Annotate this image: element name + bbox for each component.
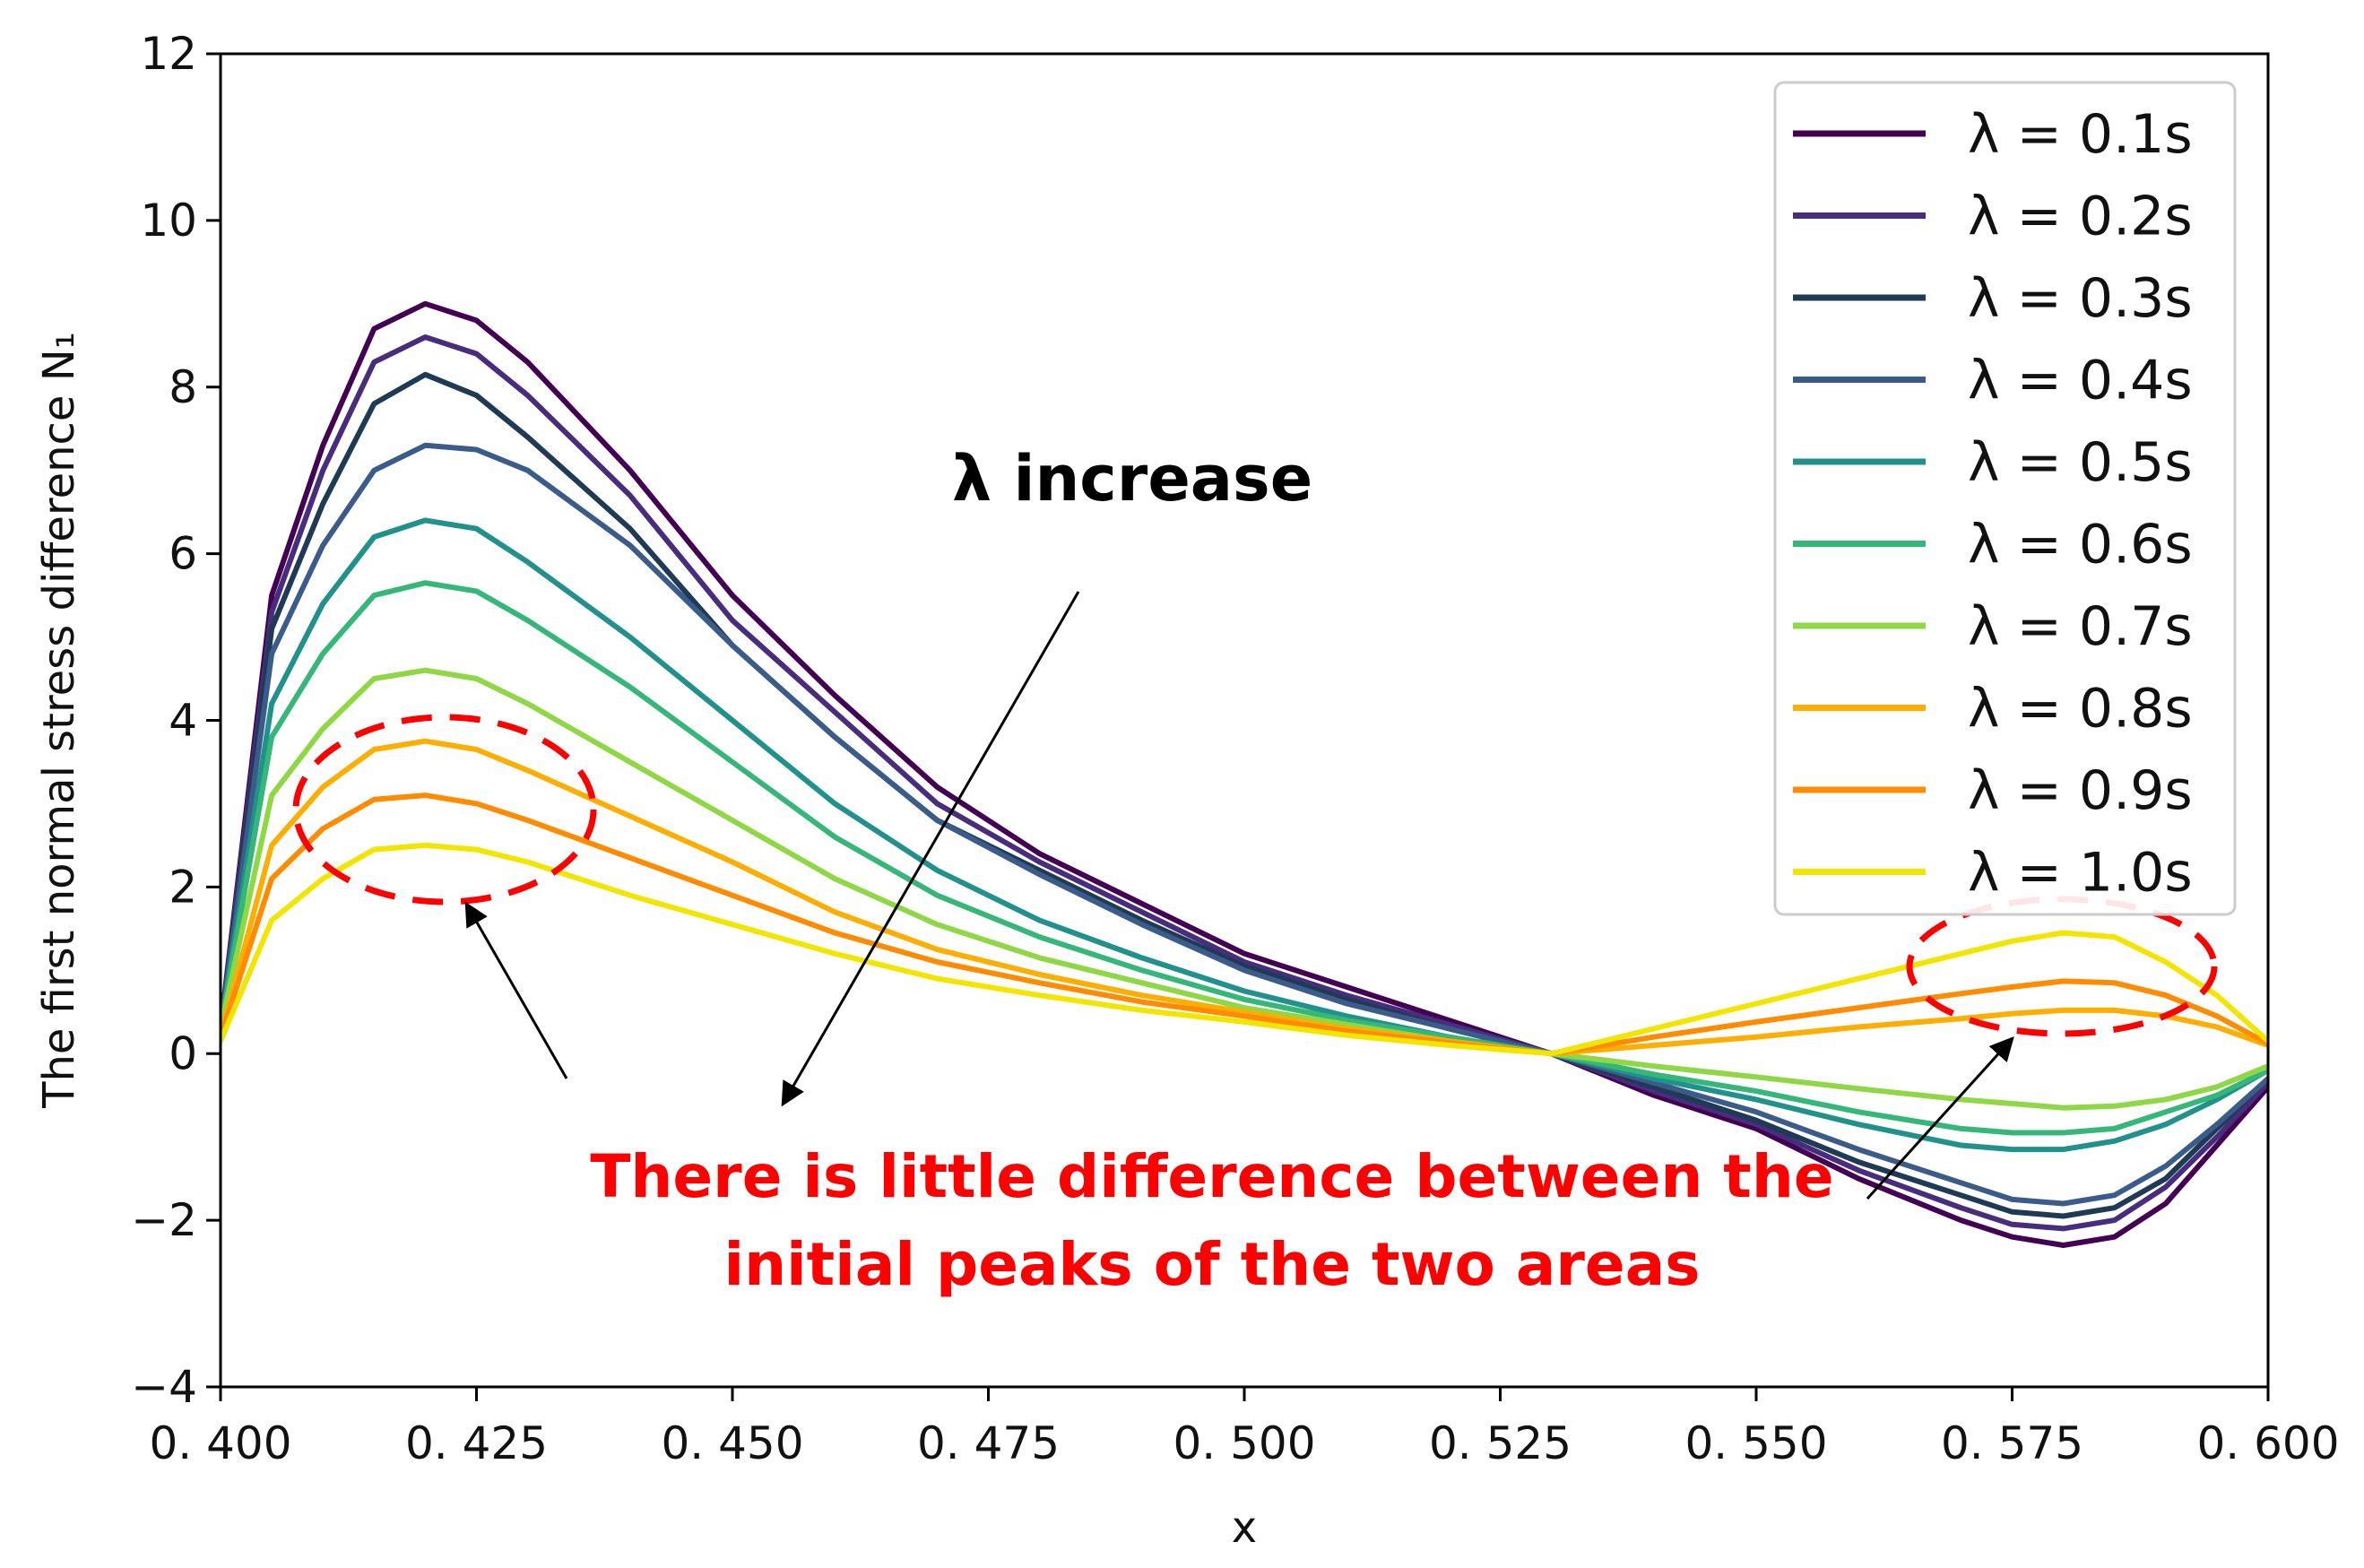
x-tick-label: 0. 575 (1941, 1417, 2083, 1469)
legend: λ = 0.1s λ = 0.2s λ = 0.3s λ = 0.4s λ = 0.5s… (1773, 81, 2237, 916)
y-axis-label: The first normal stress difference N₁ (34, 332, 84, 1109)
difference-note-line1: There is little difference between the (590, 1142, 1833, 1211)
legend-label: λ = 1.0s (1968, 842, 2193, 905)
legend-label: λ = 0.7s (1968, 595, 2193, 658)
series-line-6 (221, 580, 2268, 1136)
legend-label: λ = 0.1s (1968, 103, 2193, 166)
lambda-increase-label: λ increase (952, 442, 1312, 515)
y-tick-label: 8 (169, 361, 197, 413)
right-peaks-arrow (1866, 1035, 2014, 1200)
x-tick-label: 0. 525 (1429, 1417, 1572, 1469)
legend-label: λ = 0.2s (1968, 186, 2193, 248)
legend-label: λ = 0.5s (1968, 431, 2193, 494)
difference-note-line2: initial peaks of the two areas (723, 1230, 1700, 1299)
legend-items: λ = 0.1s λ = 0.2s λ = 0.3s λ = 0.4s λ = 0.5s… (1793, 103, 2193, 905)
x-tick-label: 0. 425 (405, 1417, 548, 1469)
series-line-1 (221, 300, 2268, 1248)
x-tick-label: 0. 550 (1684, 1417, 1827, 1469)
x-axis-ticks: 0. 400 0. 425 0. 450 0. 475 0. 500 0. 525 0. 5… (149, 1387, 2340, 1469)
series-line-5 (221, 517, 2268, 1153)
left-peaks-highlight-ellipse (292, 714, 597, 905)
y-tick-label: 10 (140, 195, 197, 247)
y-tick-label: 0 (169, 1027, 197, 1079)
series-line-3 (221, 371, 2268, 1219)
legend-label: λ = 0.4s (1968, 350, 2193, 412)
x-axis-label: x (1232, 1503, 1257, 1553)
series-line-9 (221, 793, 2268, 1057)
y-tick-label: −4 (131, 1361, 197, 1413)
legend-label: λ = 0.3s (1968, 267, 2193, 330)
legend-label: λ = 0.6s (1968, 514, 2193, 576)
series-lines (221, 300, 2268, 1248)
lambda-increase-arrow (781, 591, 1080, 1107)
plot-frame (219, 52, 2270, 1389)
y-tick-label: −2 (131, 1194, 197, 1246)
series-line-10 (221, 842, 2268, 1057)
legend-label: λ = 0.9s (1968, 759, 2193, 822)
x-tick-label: 0. 450 (661, 1417, 803, 1469)
series-line-7 (221, 667, 2268, 1111)
x-tick-label: 0. 500 (1173, 1417, 1315, 1469)
series-line-4 (221, 442, 2268, 1207)
y-tick-label: 2 (169, 861, 197, 913)
series-line-2 (221, 334, 2268, 1232)
y-tick-label: 6 (169, 528, 197, 580)
x-tick-label: 0. 400 (149, 1417, 291, 1469)
x-tick-label: 0. 475 (917, 1417, 1060, 1469)
x-tick-label: 0. 600 (2196, 1417, 2339, 1469)
y-tick-label: 12 (140, 28, 197, 80)
left-peaks-arrow (464, 901, 568, 1079)
y-axis-ticks: −4 −2 0 2 4 6 8 10 12 (131, 28, 221, 1413)
y-tick-label: 4 (169, 695, 197, 747)
series-line-8 (221, 738, 2268, 1057)
legend-label: λ = 0.8s (1968, 678, 2193, 741)
